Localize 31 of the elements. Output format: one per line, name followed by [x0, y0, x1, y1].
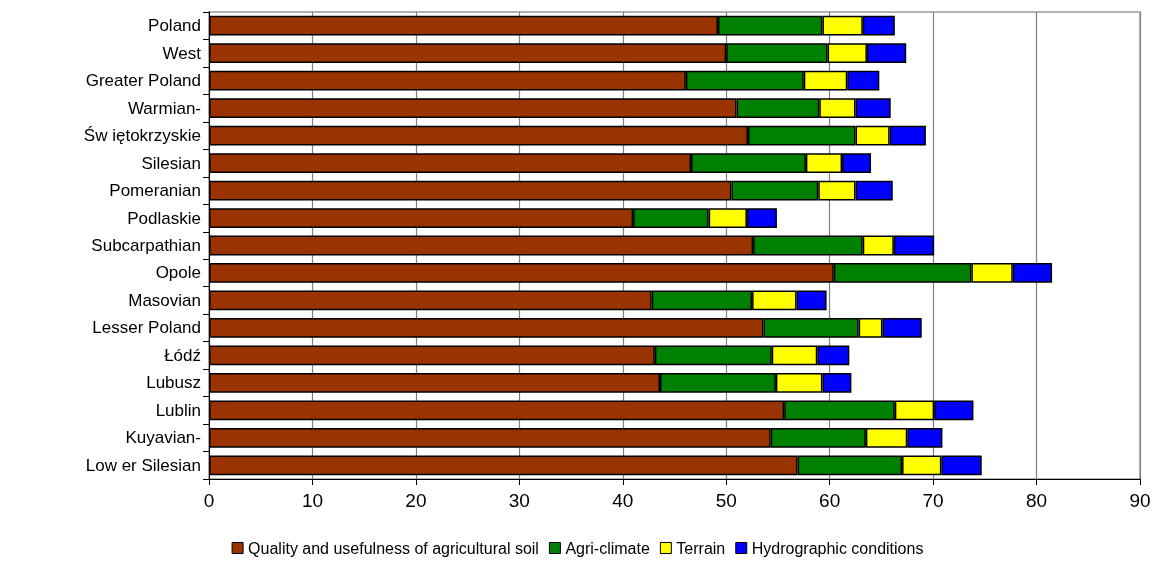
x-tick-label: 60 — [819, 490, 841, 511]
y-tick-label: Podlaskie — [127, 208, 201, 228]
y-tick-label: Lesser Poland — [92, 318, 201, 338]
y-tick-label: Masovian — [128, 290, 201, 310]
y-tick-label: Opole — [155, 263, 201, 283]
y-tick-label: Silesian — [141, 153, 201, 173]
y-tick-label: Warmian- — [127, 98, 201, 118]
x-tick-label: 50 — [715, 490, 737, 511]
y-tick-label: Lublin — [155, 400, 201, 420]
y-tick-label: Św iętokrzyskie — [83, 126, 201, 146]
x-tick-label: 30 — [508, 490, 530, 511]
y-tick-label: Łódź — [164, 345, 201, 365]
x-tick-label: 10 — [301, 490, 324, 511]
legend-label: Agri-climate — [565, 539, 650, 557]
x-tick-label: 90 — [1129, 490, 1151, 511]
y-tick-label: Subcarpathian — [91, 236, 201, 255]
x-tick-label: 0 — [203, 490, 215, 511]
legend-label: Quality and usefulness of agricultural soil — [248, 539, 539, 557]
x-tick-label: 80 — [1025, 490, 1048, 511]
y-tick-label: Greater Poland — [85, 71, 201, 91]
x-tick-label: 40 — [612, 490, 634, 511]
y-tick-label: Poland — [148, 16, 201, 36]
legend-label: Hydrographic conditions — [751, 539, 924, 557]
legend-label: Terrain — [676, 539, 726, 557]
x-tick-label: 70 — [922, 490, 944, 511]
y-tick-label: Pomeranian — [109, 181, 201, 201]
y-tick-label: West — [162, 43, 202, 63]
y-tick-label: Low er Silesian — [85, 455, 201, 475]
x-tick-label: 20 — [405, 490, 427, 511]
y-tick-label: Kuyavian- — [125, 428, 201, 448]
y-tick-label: Lubusz — [146, 373, 201, 393]
